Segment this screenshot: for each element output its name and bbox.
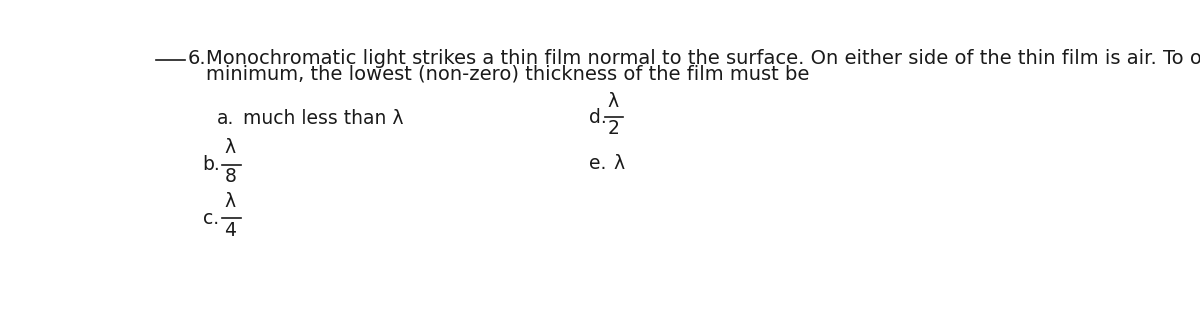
Text: d.: d.	[589, 108, 606, 126]
Text: λ: λ	[613, 154, 624, 173]
Text: λ: λ	[224, 192, 235, 211]
Text: much less than λ: much less than λ	[242, 109, 403, 128]
Text: 8: 8	[224, 167, 236, 186]
Text: a.: a.	[217, 109, 234, 128]
Text: 4: 4	[224, 221, 236, 240]
Text: 2: 2	[607, 119, 619, 138]
Text: Monochromatic light strikes a thin film normal to the surface. On either side of: Monochromatic light strikes a thin film …	[206, 49, 1200, 68]
Text: λ: λ	[224, 138, 235, 157]
Text: c.: c.	[203, 209, 218, 228]
Text: e.: e.	[589, 154, 606, 173]
Text: λ: λ	[607, 92, 618, 111]
Text: minimum, the lowest (non-zero) thickness of the film must be: minimum, the lowest (non-zero) thickness…	[206, 64, 809, 83]
Text: b.: b.	[203, 155, 221, 174]
Text: 6.: 6.	[187, 49, 206, 68]
